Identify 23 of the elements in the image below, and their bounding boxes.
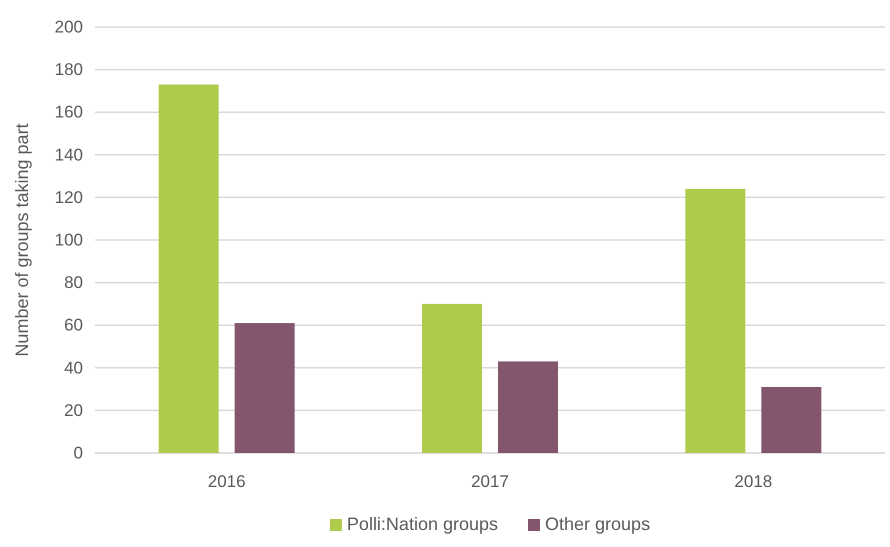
y-tick-label: 100 — [54, 230, 83, 250]
y-tick-label: 40 — [64, 358, 83, 378]
legend-label: Other groups — [545, 514, 650, 534]
y-tick-label: 200 — [54, 17, 83, 36]
y-tick-label: 60 — [64, 316, 83, 335]
x-tick-label: 2016 — [208, 472, 246, 492]
bar — [234, 323, 295, 453]
x-tick-label: 2018 — [734, 472, 772, 492]
y-tick-label: 80 — [64, 273, 83, 292]
y-tick-label: 180 — [54, 60, 83, 80]
bar — [158, 84, 219, 453]
y-tick-label: 120 — [54, 188, 83, 207]
y-tick-label: 0 — [74, 443, 83, 462]
y-tick-label: 20 — [64, 400, 83, 420]
bar — [761, 386, 822, 453]
y-axis-title: Number of groups taking part — [12, 123, 32, 357]
y-tick-label: 160 — [54, 102, 83, 122]
bar — [498, 361, 558, 453]
legend-label: Polli:Nation groups — [346, 514, 498, 534]
x-tick-label: 2017 — [471, 472, 509, 492]
bar — [685, 188, 746, 453]
y-tick-label: 140 — [54, 145, 83, 164]
bar — [422, 304, 482, 453]
